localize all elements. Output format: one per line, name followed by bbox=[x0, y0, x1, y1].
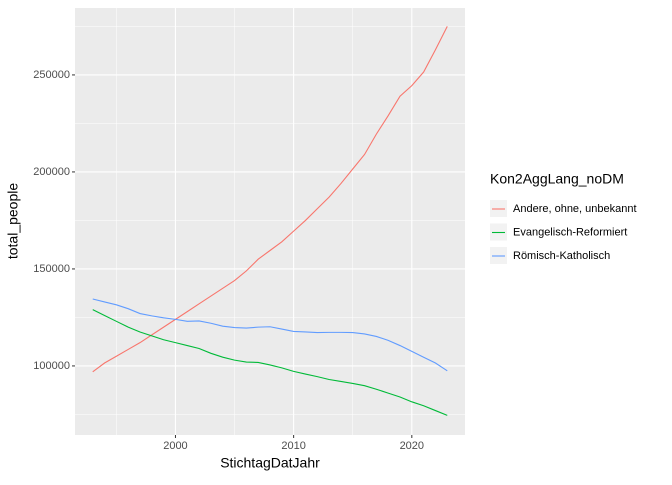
y-tick-label: 100000 bbox=[33, 360, 70, 372]
x-axis-title: StichtagDatJahr bbox=[220, 455, 320, 471]
series-line bbox=[92, 309, 448, 416]
x-tick-label: 2020 bbox=[400, 440, 424, 452]
legend-title: Kon2AggLang_noDM bbox=[490, 171, 624, 187]
y-tick-label: 200000 bbox=[33, 166, 70, 178]
x-tick-label: 2010 bbox=[281, 440, 305, 452]
legend-label: Andere, ohne, unbekannt bbox=[513, 203, 637, 215]
legend-label: Römisch-Katholisch bbox=[513, 250, 610, 262]
series-line bbox=[92, 26, 448, 373]
legend-label: Evangelisch-Reformiert bbox=[513, 226, 627, 238]
series-line bbox=[92, 298, 448, 372]
y-tick-label: 150000 bbox=[33, 263, 70, 275]
x-tick-label: 2000 bbox=[163, 440, 187, 452]
y-axis-title: total_people bbox=[5, 183, 21, 260]
panel bbox=[75, 8, 465, 435]
y-tick-label: 250000 bbox=[33, 69, 70, 81]
